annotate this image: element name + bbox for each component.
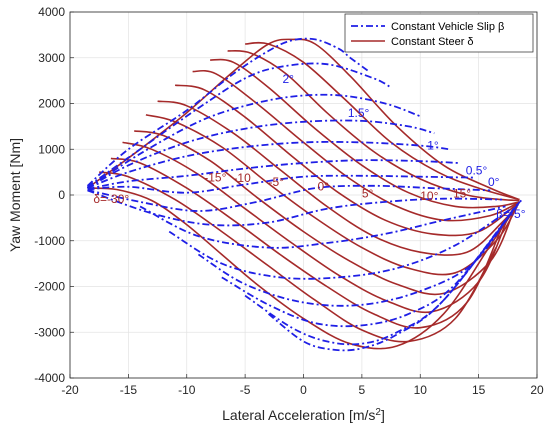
slip-series-line xyxy=(267,199,523,352)
steer-annotation: δ=-30° xyxy=(93,192,129,206)
steer-annotation: -15° xyxy=(204,170,226,184)
steer-series-line xyxy=(245,41,520,201)
y-tick-label: 3000 xyxy=(38,51,65,65)
slip-annotation: 0.5° xyxy=(466,163,488,177)
legend-label-slip: Constant Vehicle Slip β xyxy=(391,21,504,33)
steer-series-line xyxy=(134,130,515,296)
steer-series-group xyxy=(87,38,521,350)
x-tick-label: 15 xyxy=(472,383,486,397)
steer-series-line xyxy=(122,141,509,314)
x-tick-label: -15 xyxy=(120,383,138,397)
slip-series-line xyxy=(87,141,450,189)
steer-series-line xyxy=(192,69,520,222)
x-tick-label: 5 xyxy=(359,383,366,397)
y-tick-label: -3000 xyxy=(34,325,65,339)
y-tick-label: -2000 xyxy=(34,280,65,294)
x-tick-label: -20 xyxy=(61,383,79,397)
legend: Constant Vehicle Slip β Constant Steer δ xyxy=(344,13,534,53)
slip-series-line xyxy=(87,174,475,194)
slip-annotation: β=-5° xyxy=(496,207,526,221)
steer-series-line xyxy=(99,171,497,343)
y-tick-label: -4000 xyxy=(34,371,65,385)
slip-series-line xyxy=(244,201,521,346)
x-tick-label: -5 xyxy=(240,383,251,397)
slip-series-group xyxy=(86,37,523,352)
y-axis-label: Yaw Moment [Nm] xyxy=(7,138,23,252)
slip-series-line xyxy=(168,207,512,280)
steer-annotation: 15° xyxy=(453,187,471,201)
steer-series-line xyxy=(110,157,503,329)
y-tick-label: 1000 xyxy=(38,142,65,156)
steer-annotation: 10° xyxy=(420,189,438,203)
steer-annotation: 5° xyxy=(362,186,374,200)
annotations: 2°1.5°1°0.5°0°β=-5°δ=-30°-15° -10 -5° 0° 5° 1… xyxy=(93,72,525,221)
slip-annotation: 1.5° xyxy=(348,106,370,120)
x-axis-label: Lateral Acceleration [m/s2] xyxy=(222,407,385,424)
slip-series-line xyxy=(87,159,459,190)
x-tick-label: 20 xyxy=(530,383,544,397)
x-tick-label: -10 xyxy=(178,383,196,397)
legend-box xyxy=(344,13,534,53)
slip-annotation: 0° xyxy=(488,175,500,189)
slip-series-line xyxy=(87,119,435,189)
slip-annotation: 1° xyxy=(427,138,439,152)
slip-series-line xyxy=(86,37,369,187)
slip-series-line xyxy=(139,205,506,249)
slip-series-line xyxy=(86,62,392,188)
x-tick-label: 0 xyxy=(300,383,307,397)
steer-annotation: -5° xyxy=(268,175,284,189)
steer-series-line xyxy=(87,38,520,201)
slip-series-line xyxy=(87,189,503,227)
legend-label-steer: Constant Steer δ xyxy=(391,36,474,48)
steer-series-line xyxy=(227,49,520,202)
y-tick-label: 4000 xyxy=(38,5,65,19)
slip-series-line xyxy=(221,203,518,328)
x-tick-label: 10 xyxy=(414,383,428,397)
y-tick-label: 0 xyxy=(58,188,65,202)
steer-annotation: -10 xyxy=(233,171,251,185)
axis-ticks: -20 -15 -10 -5 0 5 10 15 20 -4000 -3000 -2000 -1000 0… xyxy=(34,5,544,397)
steer-annotation: 0° xyxy=(318,179,330,193)
slip-annotation: 2° xyxy=(282,72,294,86)
y-tick-label: 2000 xyxy=(38,97,65,111)
y-tick-label: -1000 xyxy=(34,234,65,248)
slip-series-line xyxy=(87,93,421,189)
steer-series-line xyxy=(87,187,521,350)
